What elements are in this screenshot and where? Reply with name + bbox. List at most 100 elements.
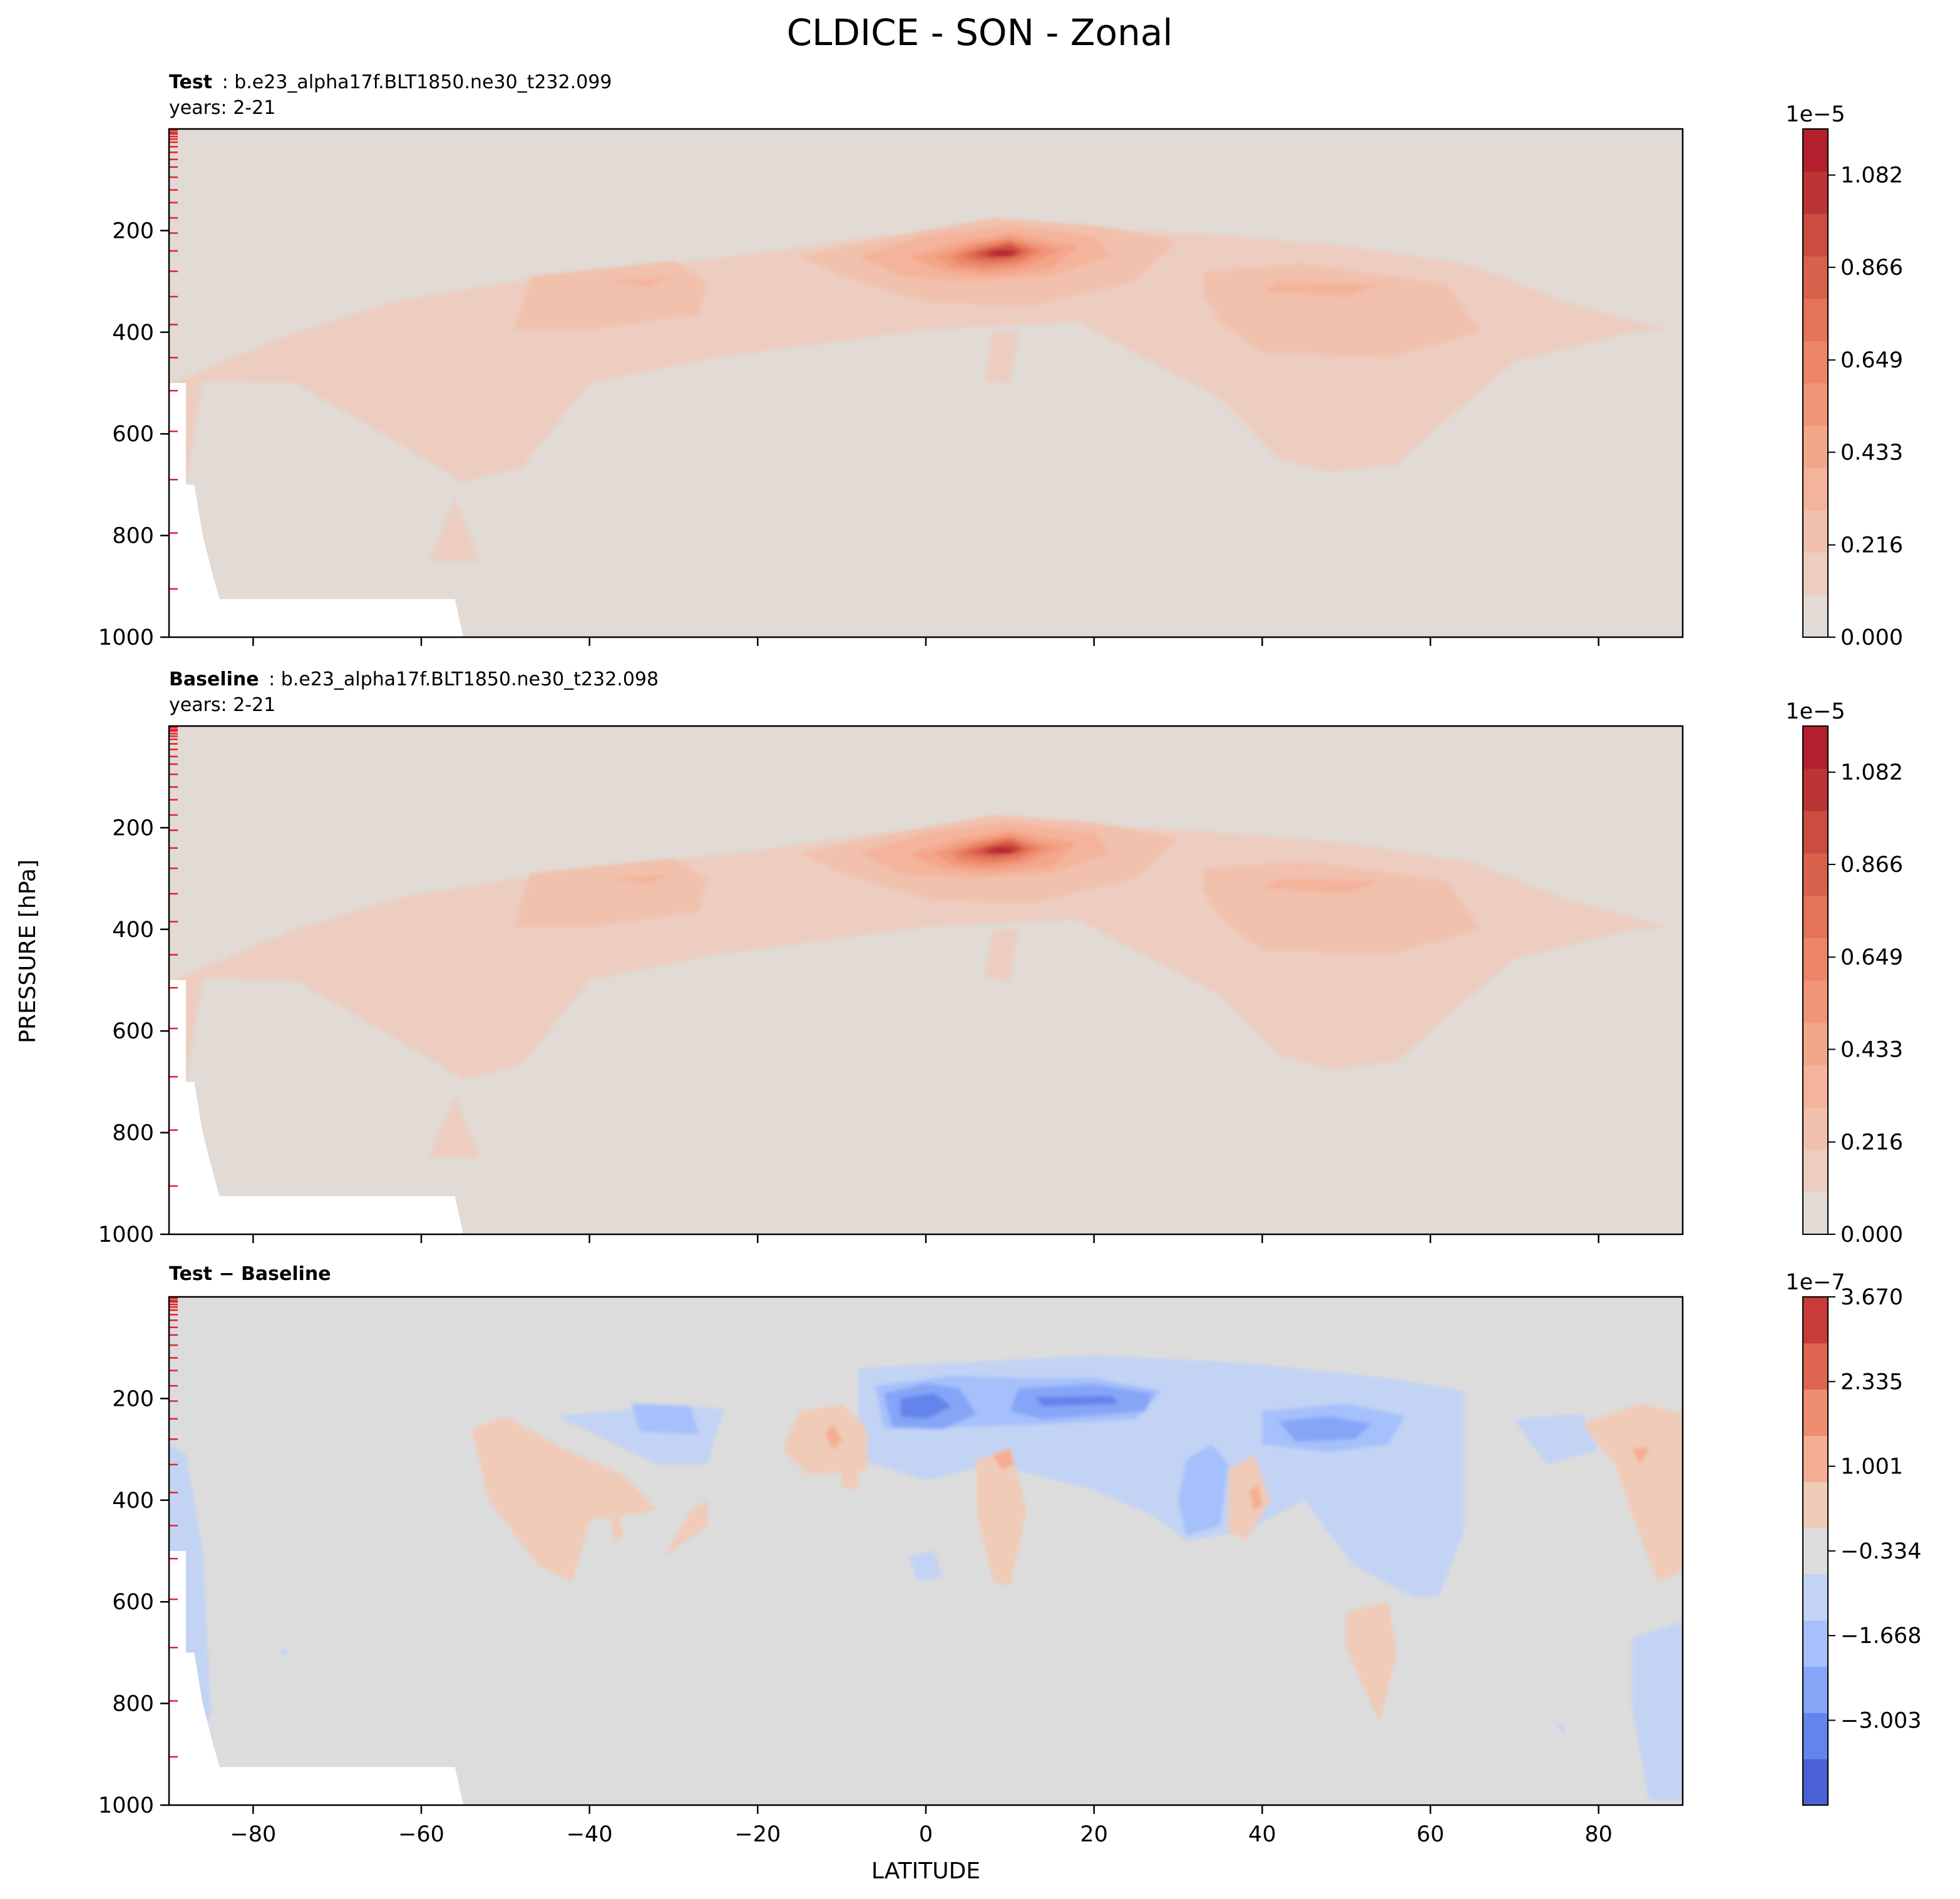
colorbar-segment [1803, 171, 1828, 214]
x-tick-label: 60 [1417, 1822, 1445, 1847]
colorbar-segment [1803, 853, 1828, 896]
contour-level-1 [429, 499, 480, 561]
colorbar-frame [1802, 128, 1829, 638]
y-axis-label: PRESSURE [hPa] [15, 859, 41, 1043]
contour-level-7 [1632, 1446, 1650, 1465]
colorbar-tick-label: −1.668 [1840, 1624, 1922, 1649]
contour-level-3 [1262, 878, 1380, 894]
contour-level-6 [1346, 1602, 1397, 1724]
y-tick-label: 400 [112, 918, 154, 943]
difference-contour-field [169, 1297, 1683, 1805]
test-subtitle-label: Test [169, 71, 212, 93]
contour-level-1 [900, 1393, 952, 1419]
y-tick-label: 1000 [98, 1793, 154, 1818]
x-tick-label: −80 [230, 1822, 276, 1847]
colorbar-segment [1803, 298, 1828, 341]
baseline-subtitle-label: Baseline [169, 668, 259, 690]
colorbar-segment [1803, 1149, 1828, 1192]
baseline-contour-field [169, 726, 1683, 1234]
difference-subtitle-label: Test − Baseline [169, 1263, 331, 1285]
colorbar-segment [1803, 811, 1828, 854]
y-tick-label: 400 [112, 320, 154, 346]
x-tick-label: −40 [567, 1822, 613, 1847]
contour-level-6 [976, 1449, 1027, 1587]
colorbar-segment [1803, 895, 1828, 938]
x-tick-label: 0 [919, 1822, 933, 1847]
y-tick-label: 400 [112, 1488, 154, 1513]
colorbar-tick-label: 3.670 [1840, 1285, 1903, 1310]
colorbar-segment [1803, 383, 1828, 426]
colorbar-tick-label: 0.000 [1840, 1222, 1903, 1247]
test-panel-years: years: 2-21 [169, 97, 275, 119]
contour-level-6 [1581, 1403, 1683, 1582]
colorbar-tick-label: 0.433 [1840, 1038, 1903, 1063]
colorbar-tick-label: −3.003 [1840, 1708, 1922, 1733]
x-axis-label: LATITUDE [871, 1858, 980, 1884]
contour-level-7 [1249, 1485, 1263, 1510]
colorbar-segment [1803, 213, 1828, 257]
colorbar-tick-label: −0.334 [1840, 1539, 1922, 1564]
contour-level-3 [606, 873, 674, 884]
baseline-colorbar: 0.000 0.216 0.433 0.649 0.866 1.082 1e−5 [1785, 699, 1903, 1247]
test-contour-field [169, 129, 1683, 637]
colorbar-segment [1803, 1620, 1828, 1667]
x-tick-label: −20 [734, 1822, 781, 1847]
colorbar-segment [1803, 1574, 1828, 1621]
baseline-panel-years: years: 2-21 [169, 694, 275, 716]
y-tick-label: 200 [112, 218, 154, 243]
contour-level-7 [824, 1424, 842, 1450]
colorbar-segment [1803, 768, 1828, 811]
colorbar-segment [1803, 1759, 1828, 1806]
colorbar-segment [1803, 425, 1828, 468]
colorbar-segment [1803, 1528, 1828, 1575]
contour-level-3 [631, 1403, 699, 1435]
surface-mask [169, 1551, 464, 1805]
colorbar-tick-label: 0.649 [1840, 945, 1903, 970]
contour-level-6 [841, 1456, 859, 1490]
contour-level-4 [1514, 1413, 1599, 1465]
colorbar-tick-label: 0.433 [1840, 441, 1903, 466]
contour-level-7 [993, 1449, 1014, 1470]
x-tick-label: 20 [1080, 1822, 1108, 1847]
x-tick-label: −60 [398, 1822, 444, 1847]
figure-title: CLDICE - SON - Zonal [787, 11, 1173, 54]
x-tick-label: 80 [1584, 1822, 1613, 1847]
colorbar-segment [1803, 1666, 1828, 1713]
contour-level-11 [988, 847, 1014, 852]
colorbar-tick-label: 1.082 [1840, 163, 1903, 188]
colorbar-multiplier: 1e−5 [1785, 699, 1845, 724]
colorbar-segment [1803, 980, 1828, 1023]
contour-level-6 [471, 1416, 657, 1582]
baseline-panel-subtitle: Baseline : b.e23_alpha17f.BLT1850.ne30_t… [169, 668, 659, 690]
contour-level-6 [665, 1500, 707, 1557]
colorbar-tick-label: 1.001 [1840, 1455, 1903, 1480]
difference-panel-subtitle: Test − Baseline [169, 1263, 331, 1285]
contour-level-6 [782, 1405, 867, 1475]
contour-level-1 [1035, 1396, 1119, 1406]
contour-level-4 [1556, 1722, 1565, 1734]
colorbar-multiplier: 1e−5 [1785, 102, 1845, 127]
colorbar-tick-label: 0.866 [1840, 852, 1903, 878]
colorbar-segment [1803, 1192, 1828, 1235]
y-tick-label: 600 [112, 422, 154, 447]
surface-mask [169, 980, 464, 1234]
y-tick-label: 1000 [98, 1222, 154, 1247]
colorbar-segment [1803, 1022, 1828, 1065]
contour-level-4 [1632, 1622, 1683, 1800]
colorbar-tick-label: 1.082 [1840, 760, 1903, 786]
colorbar-segment [1803, 1065, 1828, 1108]
contour-level-2 [1279, 1416, 1372, 1442]
colorbar-segment [1803, 595, 1828, 638]
baseline-subtitle-case: : b.e23_alpha17f.BLT1850.ne30_t232.098 [269, 668, 659, 690]
y-tick-label: 200 [112, 1386, 154, 1411]
colorbar-segment [1803, 1343, 1828, 1390]
y-tick-label: 800 [112, 1121, 154, 1146]
contour-level-11 [988, 250, 1014, 255]
colorbar-segment [1803, 1712, 1828, 1759]
y-tick-label: 600 [112, 1019, 154, 1044]
test-panel: Test : b.e23_alpha17f.BLT1850.ne30_t232.… [98, 71, 1903, 650]
colorbar-segment [1803, 510, 1828, 553]
colorbar-segment [1803, 129, 1828, 172]
colorbar-multiplier: 1e−7 [1785, 1270, 1845, 1295]
contour-level-3 [606, 276, 674, 287]
